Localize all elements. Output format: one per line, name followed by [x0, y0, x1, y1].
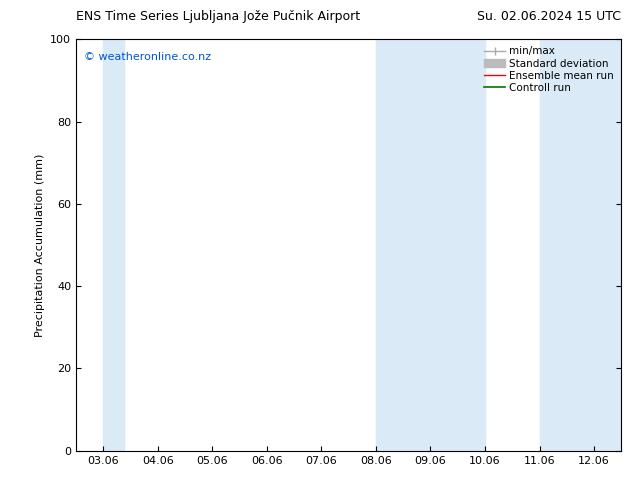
Bar [376, 39, 485, 451]
Bar [103, 39, 124, 451]
Text: ENS Time Series Ljubljana Jože Pučnik Airport: ENS Time Series Ljubljana Jože Pučnik Ai… [76, 10, 360, 23]
Text: © weatheronline.co.nz: © weatheronline.co.nz [84, 51, 211, 62]
Legend: min/max, Standard deviation, Ensemble mean run, Controll run: min/max, Standard deviation, Ensemble me… [482, 45, 616, 95]
Y-axis label: Precipitation Accumulation (mm): Precipitation Accumulation (mm) [35, 153, 44, 337]
Text: Su. 02.06.2024 15 UTC: Su. 02.06.2024 15 UTC [477, 10, 621, 23]
Bar [540, 39, 627, 451]
